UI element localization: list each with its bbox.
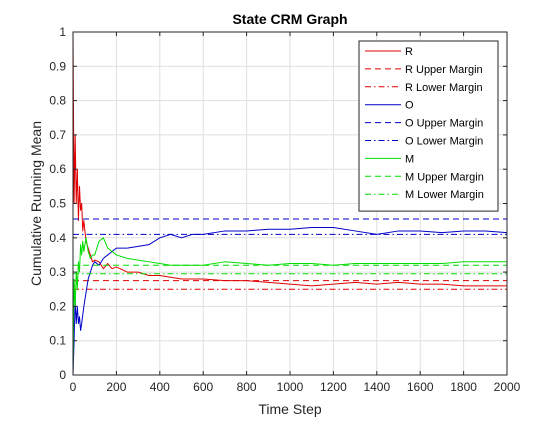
- y-tick-label: 0.3: [49, 265, 66, 279]
- ticks: 0 200 400 600 800 1000 1200 1400 1600 1800 2000 0 0.…: [49, 25, 520, 394]
- y-tick-label: 0.5: [49, 197, 66, 211]
- legend-label: R Upper Margin: [405, 64, 483, 76]
- series-line-4: [72, 227, 508, 376]
- y-tick-label: 0.9: [49, 59, 66, 73]
- legend-box: [358, 40, 499, 212]
- chart-title: State CRM Graph: [232, 11, 347, 27]
- y-tick-label: 0.8: [49, 94, 66, 108]
- legend-label: M Lower Margin: [405, 189, 484, 201]
- y-tick-label: 0.2: [49, 299, 66, 313]
- x-tick-label: 1200: [320, 380, 347, 394]
- y-tick-label: 0.4: [49, 231, 66, 245]
- legend-label: O Lower Margin: [405, 136, 483, 148]
- series-layer: [72, 31, 508, 376]
- x-tick-label: 1800: [450, 380, 477, 394]
- x-tick-label: 0: [70, 380, 77, 394]
- x-tick-label: 1000: [277, 380, 304, 394]
- series-line-7: [72, 237, 507, 376]
- legend: R R Upper Margin R Lower Margin O O Upper Ma…: [358, 40, 499, 212]
- x-tick-label: 1400: [363, 380, 390, 394]
- y-tick-label: 0: [59, 368, 66, 382]
- x-tick-label: 2000: [494, 380, 521, 394]
- x-tick-label: 1600: [407, 380, 434, 394]
- legend-label: M: [405, 153, 414, 165]
- legend-label: O: [405, 100, 414, 112]
- y-axis-label: Cumulative Running Mean: [28, 121, 44, 286]
- legend-label: O Upper Margin: [405, 118, 483, 130]
- x-axis-label: Time Step: [258, 401, 321, 417]
- legend-label: R Lower Margin: [405, 82, 483, 94]
- y-tick-label: 0.6: [49, 162, 66, 176]
- legend-label: R: [405, 46, 413, 58]
- series-line-1: [72, 31, 507, 287]
- y-tick-label: 0.7: [49, 128, 66, 142]
- x-tick-label: 800: [237, 380, 257, 394]
- y-tick-label: 0.1: [49, 334, 66, 348]
- x-tick-label: 200: [106, 380, 126, 394]
- y-tick-label: 1: [59, 25, 66, 39]
- legend-label: M Upper Margin: [405, 171, 484, 183]
- x-tick-label: 600: [193, 380, 213, 394]
- x-tick-label: 400: [150, 380, 170, 394]
